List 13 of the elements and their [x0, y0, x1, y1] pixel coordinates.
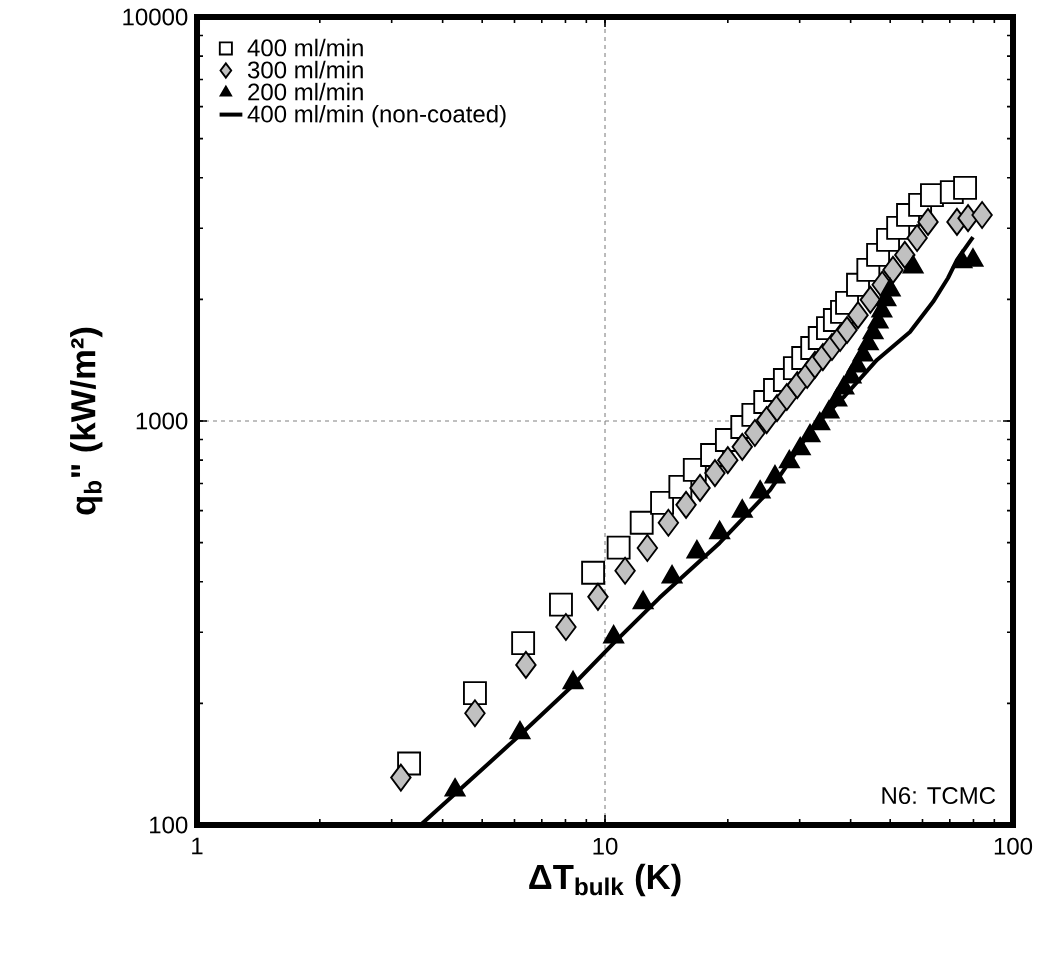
legend-label: 300 ml/min	[247, 60, 363, 79]
y-tick-label: 1000	[136, 412, 188, 430]
y-axis-title: q$_{b}$" (kW/m²)	[70, 327, 103, 515]
legend-label: 400 ml/min	[247, 38, 363, 57]
x-tick-label: 1	[192, 837, 203, 855]
x-tick-label: 10	[593, 837, 618, 855]
legend-label: 400 ml/min (non-coated)	[247, 104, 506, 128]
x-tick-label: 100	[994, 837, 1033, 855]
x-axis-title: ΔT$_{bulk}$ (K)	[529, 863, 681, 897]
legend-label: 200 ml/min	[248, 82, 363, 101]
y-tick-label: 10000	[123, 8, 188, 26]
y-tick-label: 100	[150, 816, 188, 834]
annotation: N6: TCMC	[882, 787, 996, 805]
